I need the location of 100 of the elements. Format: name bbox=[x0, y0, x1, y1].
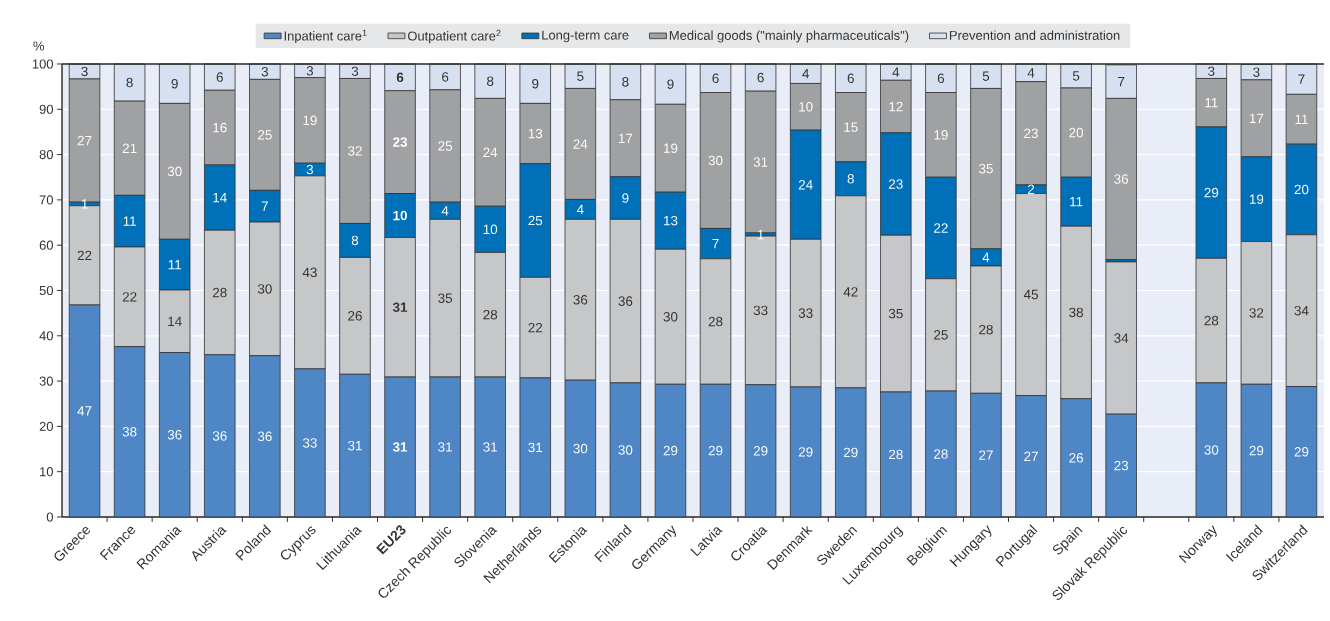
data-label: 2 bbox=[1027, 184, 1035, 194]
data-label: 28 bbox=[212, 287, 227, 298]
data-label: 30 bbox=[573, 443, 588, 454]
data-label: 29 bbox=[1204, 187, 1219, 198]
data-label: 7 bbox=[712, 238, 719, 249]
data-label: 3 bbox=[1253, 67, 1260, 77]
y-tick-label: 20 bbox=[39, 421, 53, 431]
data-label: 28 bbox=[979, 324, 993, 335]
data-label: 8 bbox=[622, 77, 629, 87]
data-label: 14 bbox=[168, 316, 182, 326]
data-label: 23 bbox=[889, 179, 903, 189]
data-label: 32 bbox=[1249, 308, 1264, 318]
data-label: 6 bbox=[847, 73, 854, 84]
data-label: 22 bbox=[77, 250, 92, 261]
data-label: 3 bbox=[1208, 66, 1215, 76]
data-label: 17 bbox=[1249, 113, 1264, 123]
y-axis-title: % bbox=[33, 41, 45, 51]
data-label: 36 bbox=[212, 431, 227, 441]
data-label: 29 bbox=[663, 445, 678, 456]
data-label: 3 bbox=[261, 66, 268, 77]
data-label: 3 bbox=[306, 164, 314, 175]
data-label: 11 bbox=[123, 216, 136, 226]
data-label: 12 bbox=[889, 101, 903, 112]
data-label: 6 bbox=[757, 72, 764, 83]
data-label: 30 bbox=[257, 284, 272, 294]
data-label: 11 bbox=[1295, 114, 1308, 124]
data-label: 47 bbox=[77, 406, 92, 416]
data-label: 22 bbox=[934, 223, 948, 233]
data-label: 33 bbox=[798, 308, 813, 318]
data-label: 38 bbox=[122, 427, 137, 437]
data-label: 3 bbox=[81, 66, 88, 77]
data-label: 24 bbox=[573, 139, 588, 149]
y-tick-label: 10 bbox=[40, 467, 53, 477]
data-label: 31 bbox=[392, 442, 408, 452]
data-label: 6 bbox=[712, 73, 719, 84]
data-label: 19 bbox=[664, 143, 678, 153]
data-label: 13 bbox=[528, 128, 543, 139]
data-label: 21 bbox=[122, 143, 137, 153]
data-label: 29 bbox=[843, 447, 858, 458]
y-tick-label: 40 bbox=[39, 331, 53, 341]
data-label: 30 bbox=[1204, 445, 1219, 455]
data-label: 29 bbox=[708, 445, 723, 456]
data-label: 8 bbox=[847, 174, 854, 184]
y-tick-label: 30 bbox=[39, 376, 53, 386]
data-label: 36 bbox=[1114, 174, 1129, 184]
data-label: 4 bbox=[1027, 68, 1035, 78]
y-tick-label: 70 bbox=[39, 195, 53, 205]
data-label: 4 bbox=[982, 252, 990, 263]
data-label: 24 bbox=[483, 147, 498, 158]
legend-label: Long-term care bbox=[542, 30, 629, 43]
data-label: 27 bbox=[979, 450, 993, 460]
data-label: 31 bbox=[528, 442, 543, 453]
data-label: 30 bbox=[618, 445, 633, 455]
data-label: 11 bbox=[1070, 197, 1083, 207]
data-label: 17 bbox=[618, 133, 633, 143]
data-label: 19 bbox=[303, 115, 317, 126]
data-label: 16 bbox=[213, 122, 227, 133]
data-label: 31 bbox=[438, 442, 452, 452]
data-label: 25 bbox=[438, 141, 453, 151]
legend-label: Prevention and administration bbox=[949, 30, 1120, 40]
y-tick-label: 100 bbox=[32, 59, 53, 69]
data-label: 4 bbox=[441, 206, 449, 216]
data-label: 25 bbox=[528, 215, 543, 226]
legend-label: Medical goods ("mainly pharmaceuticals") bbox=[669, 30, 909, 43]
data-label: 9 bbox=[171, 78, 178, 89]
data-label: 45 bbox=[1023, 289, 1038, 300]
data-label: 30 bbox=[167, 166, 182, 177]
data-label: 32 bbox=[348, 146, 362, 156]
y-tick-label: 0 bbox=[46, 512, 53, 522]
data-label: 10 bbox=[483, 224, 498, 235]
data-label: 29 bbox=[1249, 445, 1264, 456]
data-label: 31 bbox=[483, 442, 498, 452]
data-label: 6 bbox=[216, 72, 223, 82]
data-label: 7 bbox=[1118, 77, 1125, 87]
data-label: 3 bbox=[306, 66, 314, 76]
data-label: 29 bbox=[753, 446, 768, 456]
data-label: 27 bbox=[1024, 451, 1038, 461]
data-label: 28 bbox=[889, 449, 903, 460]
data-label: 9 bbox=[622, 193, 629, 203]
data-label: 9 bbox=[667, 79, 674, 89]
data-label: 33 bbox=[302, 438, 317, 448]
data-label: 27 bbox=[77, 135, 92, 146]
data-label: 6 bbox=[937, 73, 945, 84]
data-label: 11 bbox=[168, 260, 182, 270]
legend-label: Inpatient care$^{1}$ bbox=[284, 29, 367, 44]
data-label: 5 bbox=[982, 71, 990, 81]
data-label: 4 bbox=[892, 67, 900, 77]
data-label: 24 bbox=[798, 180, 813, 190]
data-label: 28 bbox=[1204, 315, 1219, 326]
y-tick-label: 90 bbox=[39, 104, 53, 114]
data-label: 38 bbox=[1069, 307, 1083, 318]
data-label: 36 bbox=[257, 431, 272, 442]
data-label: 22 bbox=[122, 292, 137, 302]
data-label: 6 bbox=[442, 72, 449, 82]
data-label: 34 bbox=[1294, 305, 1309, 316]
data-label: 36 bbox=[167, 430, 182, 440]
data-label: 35 bbox=[888, 308, 903, 319]
data-label: 7 bbox=[1298, 74, 1305, 84]
data-label: 4 bbox=[802, 69, 810, 79]
data-label: 10 bbox=[393, 210, 407, 221]
